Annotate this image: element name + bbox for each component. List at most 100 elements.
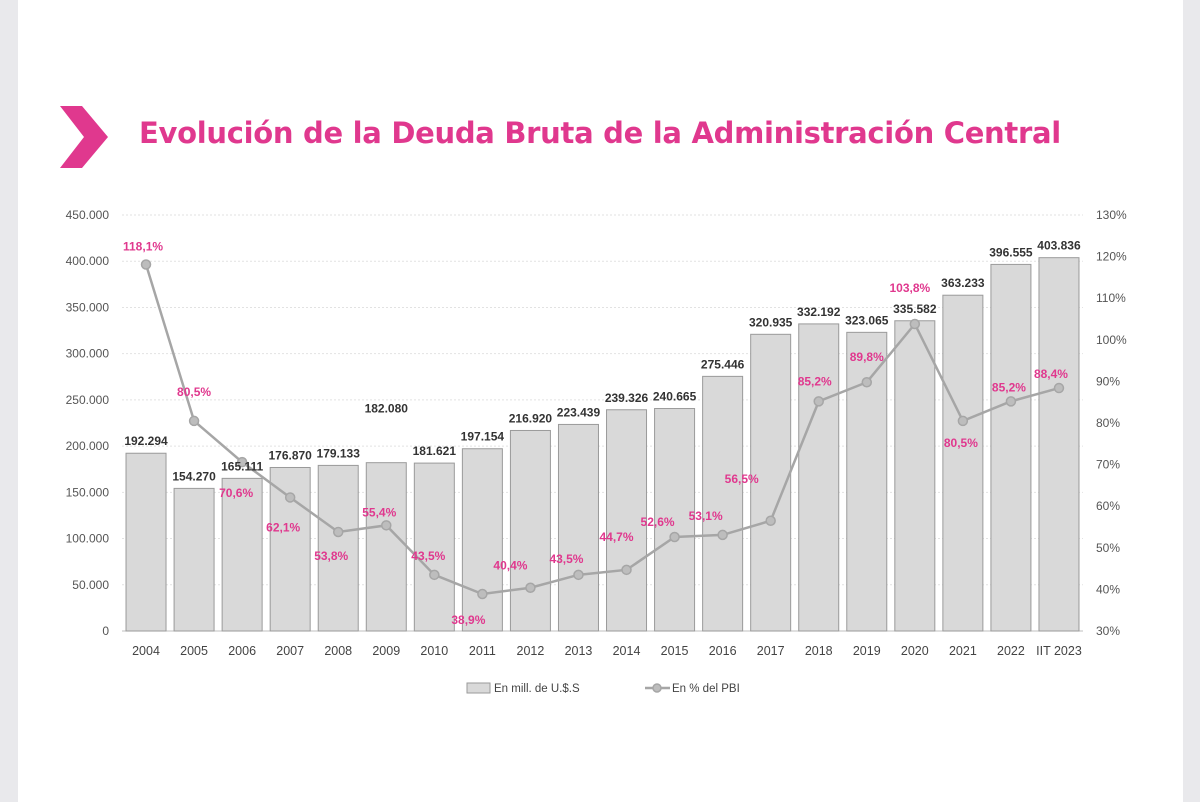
y-left-tick-label: 50.000 bbox=[72, 578, 109, 592]
pct-value-label: 85,2% bbox=[992, 380, 1026, 394]
line-point bbox=[573, 569, 584, 581]
pct-value-label: 88,4% bbox=[1034, 367, 1068, 381]
line-point bbox=[813, 396, 824, 407]
page-title: Evolución de la Deuda Bruta de la Admini… bbox=[139, 116, 1061, 150]
bar bbox=[1038, 257, 1080, 632]
bar-value-label: 323.065 bbox=[845, 313, 889, 327]
y-right-tick-label: 70% bbox=[1096, 458, 1120, 472]
x-tick-label: 2004 bbox=[132, 644, 160, 658]
bar bbox=[221, 477, 263, 632]
line-point bbox=[1053, 382, 1065, 394]
line-point bbox=[621, 564, 632, 576]
line-point bbox=[381, 520, 392, 531]
pbi-line bbox=[144, 264, 1060, 596]
bar-value-label: 223.439 bbox=[557, 405, 601, 419]
bar bbox=[942, 294, 984, 632]
line-point bbox=[957, 415, 969, 427]
bar-value-label: 240.665 bbox=[653, 390, 697, 404]
bar bbox=[894, 320, 936, 632]
pct-value-label: 70,6% bbox=[219, 486, 253, 500]
pct-value-label: 85,2% bbox=[798, 374, 832, 388]
pct-value-label: 52,6% bbox=[641, 515, 675, 529]
y-right-tick-label: 130% bbox=[1096, 208, 1127, 222]
bar-value-label: 165.111 bbox=[221, 459, 263, 473]
bar-value-label: 335.582 bbox=[893, 302, 937, 316]
bar-value-label: 181.621 bbox=[413, 444, 457, 458]
y-left-tick-label: 400.000 bbox=[66, 254, 110, 268]
y-right-tick-label: 120% bbox=[1096, 250, 1127, 264]
pct-value-label: 80,5% bbox=[177, 385, 211, 399]
legend-bar-swatch bbox=[466, 682, 491, 694]
line-point bbox=[909, 318, 921, 330]
y-right-tick-label: 90% bbox=[1096, 374, 1120, 388]
x-tick-label: 2013 bbox=[565, 644, 593, 658]
line-point bbox=[765, 515, 776, 527]
bar bbox=[654, 408, 696, 632]
line-point bbox=[429, 569, 440, 581]
legend-line-marker bbox=[652, 683, 662, 693]
bar bbox=[990, 263, 1032, 632]
line-point bbox=[332, 526, 344, 538]
pct-value-label: 43,5% bbox=[549, 552, 583, 566]
bar bbox=[606, 409, 648, 632]
line-point bbox=[236, 456, 248, 468]
y-left-tick-label: 0 bbox=[102, 624, 109, 638]
bar-value-label: 320.935 bbox=[749, 315, 793, 329]
y-left-tick-label: 200.000 bbox=[66, 439, 110, 453]
pct-value-label: 43,5% bbox=[411, 549, 445, 563]
y-right-tick-label: 40% bbox=[1096, 582, 1120, 596]
x-tick-label: 2020 bbox=[901, 644, 929, 658]
pct-value-label: 89,8% bbox=[850, 350, 884, 364]
bar-value-label: 182.080 bbox=[365, 402, 409, 416]
line-point bbox=[284, 492, 296, 503]
pct-value-label: 38,9% bbox=[451, 613, 485, 627]
pct-value-label: 80,5% bbox=[944, 436, 978, 450]
bar-value-label: 179.133 bbox=[317, 446, 361, 460]
bar bbox=[750, 333, 792, 632]
bar bbox=[173, 487, 215, 632]
pct-value-label: 44,7% bbox=[600, 530, 634, 544]
x-tick-label: 2009 bbox=[372, 644, 400, 658]
bar bbox=[365, 462, 407, 632]
bar-value-label: 216.920 bbox=[509, 411, 553, 425]
bar bbox=[413, 462, 455, 632]
bar-value-label: 154.270 bbox=[172, 469, 216, 483]
x-tick-label: 2008 bbox=[324, 644, 352, 658]
line-point bbox=[861, 376, 873, 388]
x-tick-label: 2021 bbox=[949, 644, 977, 658]
y-left-tick-label: 250.000 bbox=[66, 393, 110, 407]
x-tick-label: 2011 bbox=[469, 644, 496, 658]
bar-value-label: 396.555 bbox=[989, 245, 1033, 259]
bar bbox=[269, 466, 311, 632]
slide bbox=[18, 0, 1183, 802]
line-point bbox=[1005, 396, 1017, 407]
bar-value-label: 192.294 bbox=[124, 434, 168, 448]
bar-value-label: 197.154 bbox=[461, 430, 505, 444]
bar-value-label: 363.233 bbox=[941, 276, 985, 290]
bar bbox=[317, 464, 359, 632]
pct-value-label: 53,1% bbox=[689, 509, 723, 523]
line-point bbox=[525, 582, 536, 593]
bar bbox=[125, 452, 167, 632]
line-point bbox=[188, 415, 200, 427]
y-right-tick-label: 100% bbox=[1096, 333, 1127, 347]
pct-value-label: 53,8% bbox=[314, 549, 348, 563]
legend-line-label: En % del PBI bbox=[672, 683, 740, 695]
x-tick-label: 2010 bbox=[420, 644, 448, 658]
x-tick-label: 2022 bbox=[997, 644, 1025, 658]
bar bbox=[461, 448, 503, 632]
bar bbox=[798, 323, 840, 632]
y-left-tick-label: 350.000 bbox=[66, 300, 110, 314]
x-tick-label: IIT 2023 bbox=[1036, 644, 1082, 658]
bar-value-label: 332.192 bbox=[797, 305, 841, 319]
line-point bbox=[477, 588, 488, 600]
y-right-tick-label: 30% bbox=[1096, 624, 1120, 638]
x-tick-label: 2015 bbox=[661, 644, 689, 658]
x-tick-label: 2014 bbox=[613, 644, 641, 658]
x-tick-label: 2012 bbox=[517, 644, 545, 658]
line-point bbox=[717, 529, 728, 541]
bar bbox=[509, 429, 551, 632]
line-point bbox=[669, 531, 680, 543]
pct-value-label: 40,4% bbox=[493, 559, 527, 573]
